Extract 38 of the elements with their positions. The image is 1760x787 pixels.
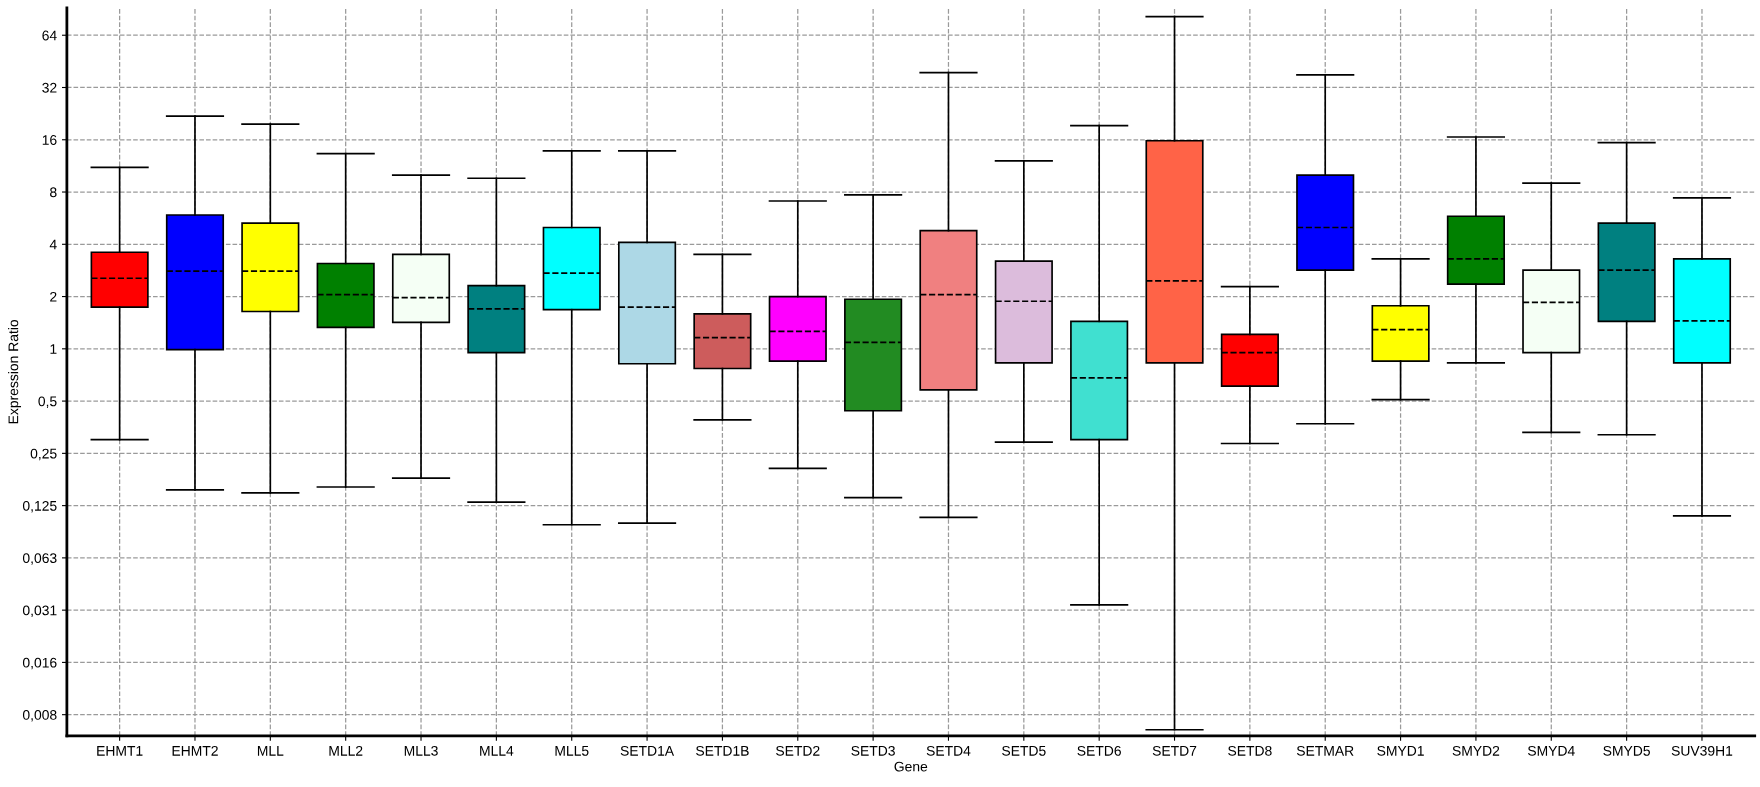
y-tick-label: 0,016: [22, 657, 57, 670]
y-tick-label: 4: [49, 239, 57, 250]
y-tick-label: 0,031: [22, 605, 57, 617]
x-tick-label: EHMT2: [172, 745, 218, 756]
y-tick-label: 2: [50, 291, 57, 302]
x-tick-label: SETD8: [1228, 745, 1272, 756]
y-tick-label: 0,5: [38, 396, 57, 408]
y-tick-label: 0,25: [30, 448, 57, 461]
x-tick-label: SMYD5: [1603, 745, 1650, 756]
x-tick-label: SETD3: [851, 745, 895, 756]
y-axis-title: Expression Ratio: [8, 319, 22, 424]
x-tick-label: SETD4: [926, 745, 971, 756]
y-tick-label: 0,008: [22, 710, 57, 722]
x-tick-label: SETD6: [1077, 745, 1121, 756]
x-tick-label: SMYD2: [1452, 745, 1500, 756]
x-axis-title: Gene: [894, 761, 928, 772]
y-tick-label: 32: [42, 82, 57, 93]
y-tick-label: 64: [42, 30, 57, 41]
x-tick-label: MLL2: [329, 745, 363, 756]
x-tick-label: SETD5: [1002, 745, 1046, 756]
x-tick-label: MLL: [257, 746, 284, 756]
x-tick-label: SETD2: [776, 745, 820, 756]
x-tick-label: SMYD4: [1527, 745, 1575, 756]
y-tick-label: 8: [50, 187, 57, 198]
y-tick-label: 0,063: [22, 553, 57, 565]
x-tick-label: MLL5: [555, 746, 589, 756]
y-tick-label: 0,125: [22, 500, 57, 513]
x-tick-label: SETMAR: [1296, 745, 1354, 756]
x-tick-label: EHMT1: [97, 746, 143, 756]
y-tick-label: 1: [50, 344, 57, 354]
x-tick-label: SETD1A: [620, 745, 675, 756]
x-tick-label: MLL4: [480, 746, 514, 756]
x-tick-label: MLL3: [404, 745, 438, 756]
x-tick-label: SUV39H1: [1671, 745, 1733, 756]
x-tick-label: SETD1B: [696, 745, 749, 756]
x-tick-label: SMYD1: [1377, 745, 1424, 756]
y-tick-label: 16: [42, 135, 57, 145]
x-tick-label: SETD7: [1152, 745, 1197, 756]
